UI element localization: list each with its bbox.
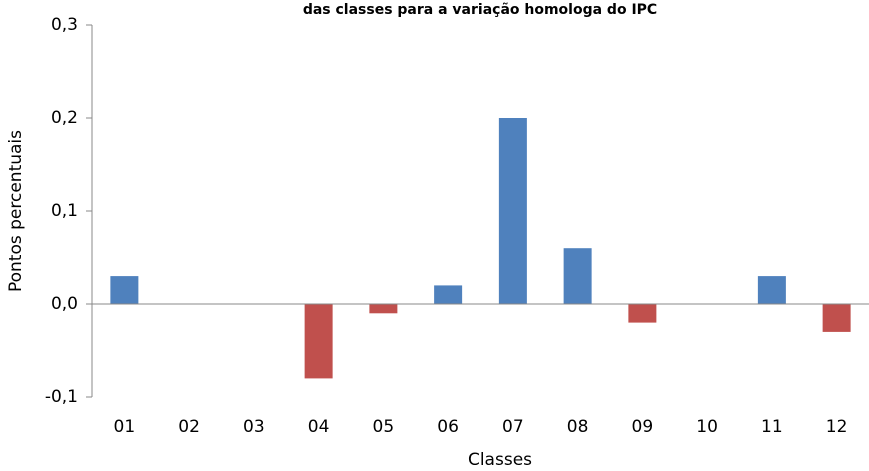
- x-tick-label: 03: [243, 417, 265, 437]
- x-tick-label: 05: [373, 417, 395, 437]
- x-tick-label: 12: [826, 417, 848, 437]
- x-tick-label: 06: [437, 417, 459, 437]
- x-tick-label: 02: [178, 417, 200, 437]
- bar: [498, 118, 527, 304]
- bar: [434, 285, 463, 304]
- x-tick-label: 10: [696, 417, 718, 437]
- chart-title: das classes para a variação homologa do …: [303, 2, 657, 18]
- x-tick-label: 04: [308, 417, 330, 437]
- x-tick-label: 07: [502, 417, 524, 437]
- x-axis-label: Classes: [468, 450, 532, 470]
- y-tick-label: 0,0: [51, 294, 78, 314]
- y-axis-label: Pontos percentuais: [6, 130, 26, 292]
- y-tick-label: 0,1: [51, 201, 78, 221]
- bar: [369, 304, 398, 314]
- y-tick-label: 0,2: [51, 108, 78, 128]
- x-tick-label: 08: [567, 417, 589, 437]
- x-tick-label: 09: [632, 417, 654, 437]
- bar: [757, 276, 786, 304]
- bar: [304, 304, 333, 379]
- y-tick-label: 0,3: [51, 15, 78, 35]
- x-tick-label: 11: [761, 417, 783, 437]
- y-tick-label: -0,1: [45, 387, 78, 407]
- x-tick-label: 01: [114, 417, 136, 437]
- bar: [822, 304, 851, 332]
- bar: [110, 276, 139, 304]
- bar: [628, 304, 657, 323]
- bar: [563, 248, 592, 304]
